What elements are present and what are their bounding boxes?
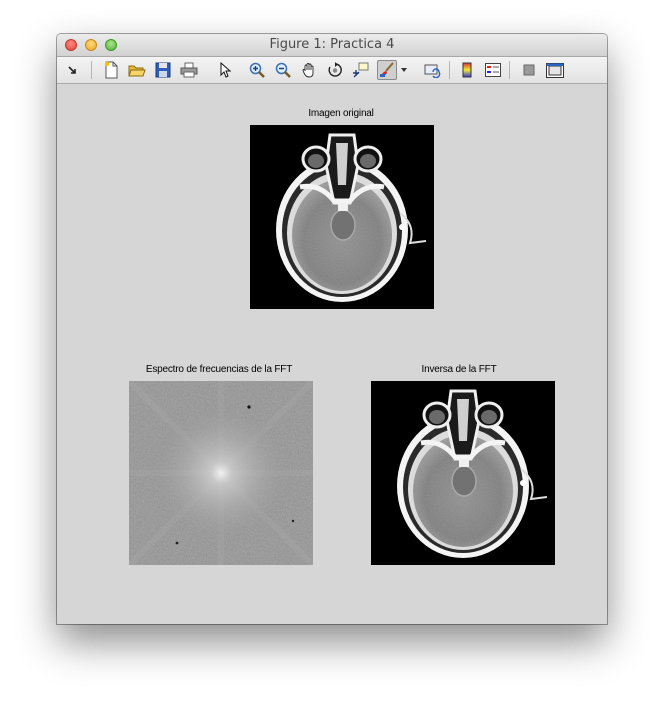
new-figure-icon[interactable] xyxy=(101,60,121,80)
save-icon[interactable] xyxy=(153,60,173,80)
rotate-3d-icon[interactable] xyxy=(325,60,345,80)
print-icon[interactable] xyxy=(179,60,199,80)
inverse-fft-axes[interactable] xyxy=(371,381,555,565)
axes-title: Espectro de frecuencias de la FFT xyxy=(145,364,293,375)
figure-canvas[interactable]: Imagen original xyxy=(57,84,607,624)
close-window-button[interactable] xyxy=(65,39,77,51)
fft-spectrum-axes[interactable] xyxy=(129,381,313,565)
toolbar-separator xyxy=(449,61,450,79)
pointer-icon[interactable] xyxy=(215,60,235,80)
window-title: Figure 1: Practica 4 xyxy=(269,37,395,52)
zoom-in-icon[interactable] xyxy=(247,60,267,80)
pan-icon[interactable] xyxy=(299,60,319,80)
dock-icon[interactable] xyxy=(63,60,83,80)
axes-title: Imagen original xyxy=(308,108,374,119)
toolbar-separator xyxy=(509,61,510,79)
original-image-axes[interactable] xyxy=(250,125,434,309)
figure-toolbar xyxy=(57,57,607,84)
legend-icon[interactable] xyxy=(483,60,503,80)
axes-title: Inversa de la FFT xyxy=(421,364,497,375)
minimize-window-button[interactable] xyxy=(85,39,97,51)
toolbar-separator xyxy=(91,61,92,79)
open-icon[interactable] xyxy=(127,60,147,80)
data-cursor-icon[interactable] xyxy=(351,60,371,80)
zoom-out-icon[interactable] xyxy=(273,60,293,80)
brush-icon[interactable] xyxy=(377,60,397,80)
hide-plot-tools-icon[interactable] xyxy=(519,60,539,80)
figure-window: Figure 1: Practica 4 xyxy=(57,34,607,624)
brush-dropdown-icon[interactable] xyxy=(399,60,409,80)
colorbar-icon[interactable] xyxy=(457,60,477,80)
title-bar[interactable]: Figure 1: Practica 4 xyxy=(57,34,607,57)
link-plot-icon[interactable] xyxy=(423,60,443,80)
zoom-window-button[interactable] xyxy=(105,39,117,51)
show-plot-tools-icon[interactable] xyxy=(545,60,565,80)
